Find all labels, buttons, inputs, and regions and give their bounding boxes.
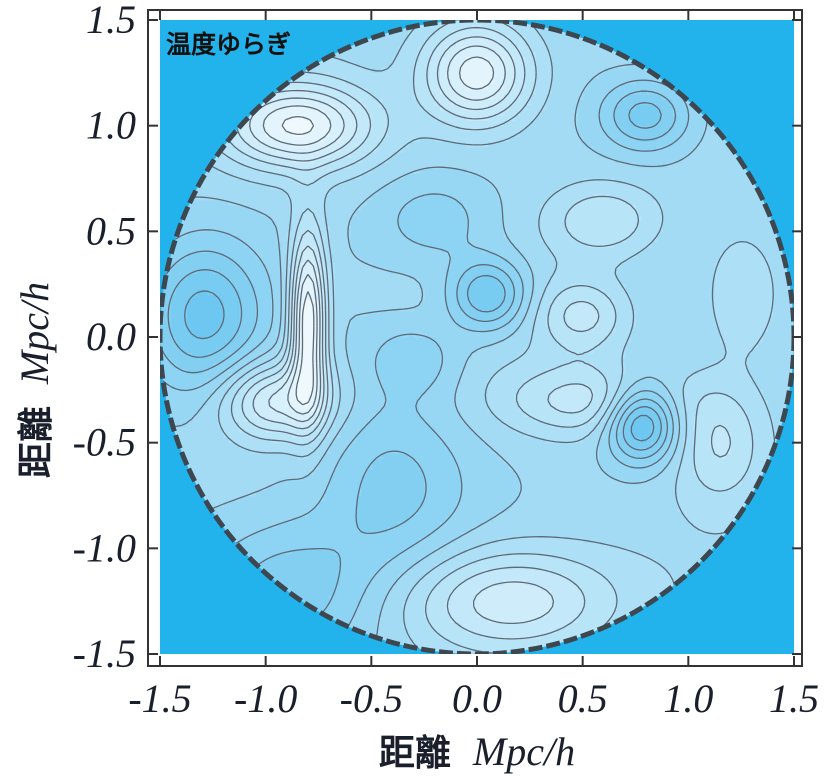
- x-tick-label: -1.5: [128, 676, 191, 721]
- y-tick-label: -0.5: [73, 420, 136, 465]
- y-tick-label: 0.0: [86, 314, 136, 359]
- contour-line: [222, 26, 732, 640]
- x-axis-label-unit: Mpc/h: [472, 729, 575, 774]
- x-tick-label: -1.0: [234, 676, 297, 721]
- contour-fill-bands: [160, 20, 794, 654]
- x-tick-label: 0.5: [558, 676, 608, 721]
- temperature-field: [160, 20, 794, 654]
- x-tick-label: 0.0: [452, 676, 502, 721]
- y-axis-label: 距離 Mpc/h: [12, 282, 57, 478]
- contour-band: [181, 20, 774, 654]
- panel-title: 温度ゆらぎ: [166, 30, 291, 59]
- y-tick-label: -1.0: [73, 525, 136, 570]
- contour-band: [160, 78, 689, 654]
- x-axis-ticks: -1.5 -1.0 -0.5 0.0 0.5 1.0 1.5: [128, 10, 819, 721]
- contour-band: [281, 115, 314, 407]
- y-axis-label-text: 距離: [16, 406, 57, 478]
- contour-band: [160, 20, 794, 654]
- y-axis-ticks: -1.5 -1.0 -0.5 0.0 0.5 1.0 1.5: [73, 0, 802, 676]
- x-tick-label: 1.0: [663, 676, 713, 721]
- y-tick-label: 0.5: [86, 208, 136, 253]
- contour-line: [248, 45, 506, 423]
- contour-line: [184, 290, 655, 442]
- y-tick-label: 1.5: [86, 0, 136, 42]
- contour-line: [281, 115, 315, 406]
- x-axis-label: 距離 Mpc/h: [379, 729, 575, 774]
- contour-band: [160, 62, 711, 654]
- x-tick-label: -0.5: [340, 676, 403, 721]
- contour-lines: [160, 20, 776, 654]
- y-tick-label: -1.5: [73, 631, 136, 676]
- x-axis-label-text: 距離: [379, 733, 451, 774]
- contour-line: [167, 102, 662, 451]
- contour-line: [262, 56, 495, 415]
- x-tick-label: 1.5: [769, 676, 819, 721]
- y-axis-label-unit: Mpc/h: [12, 282, 57, 385]
- y-tick-label: 1.0: [86, 103, 136, 148]
